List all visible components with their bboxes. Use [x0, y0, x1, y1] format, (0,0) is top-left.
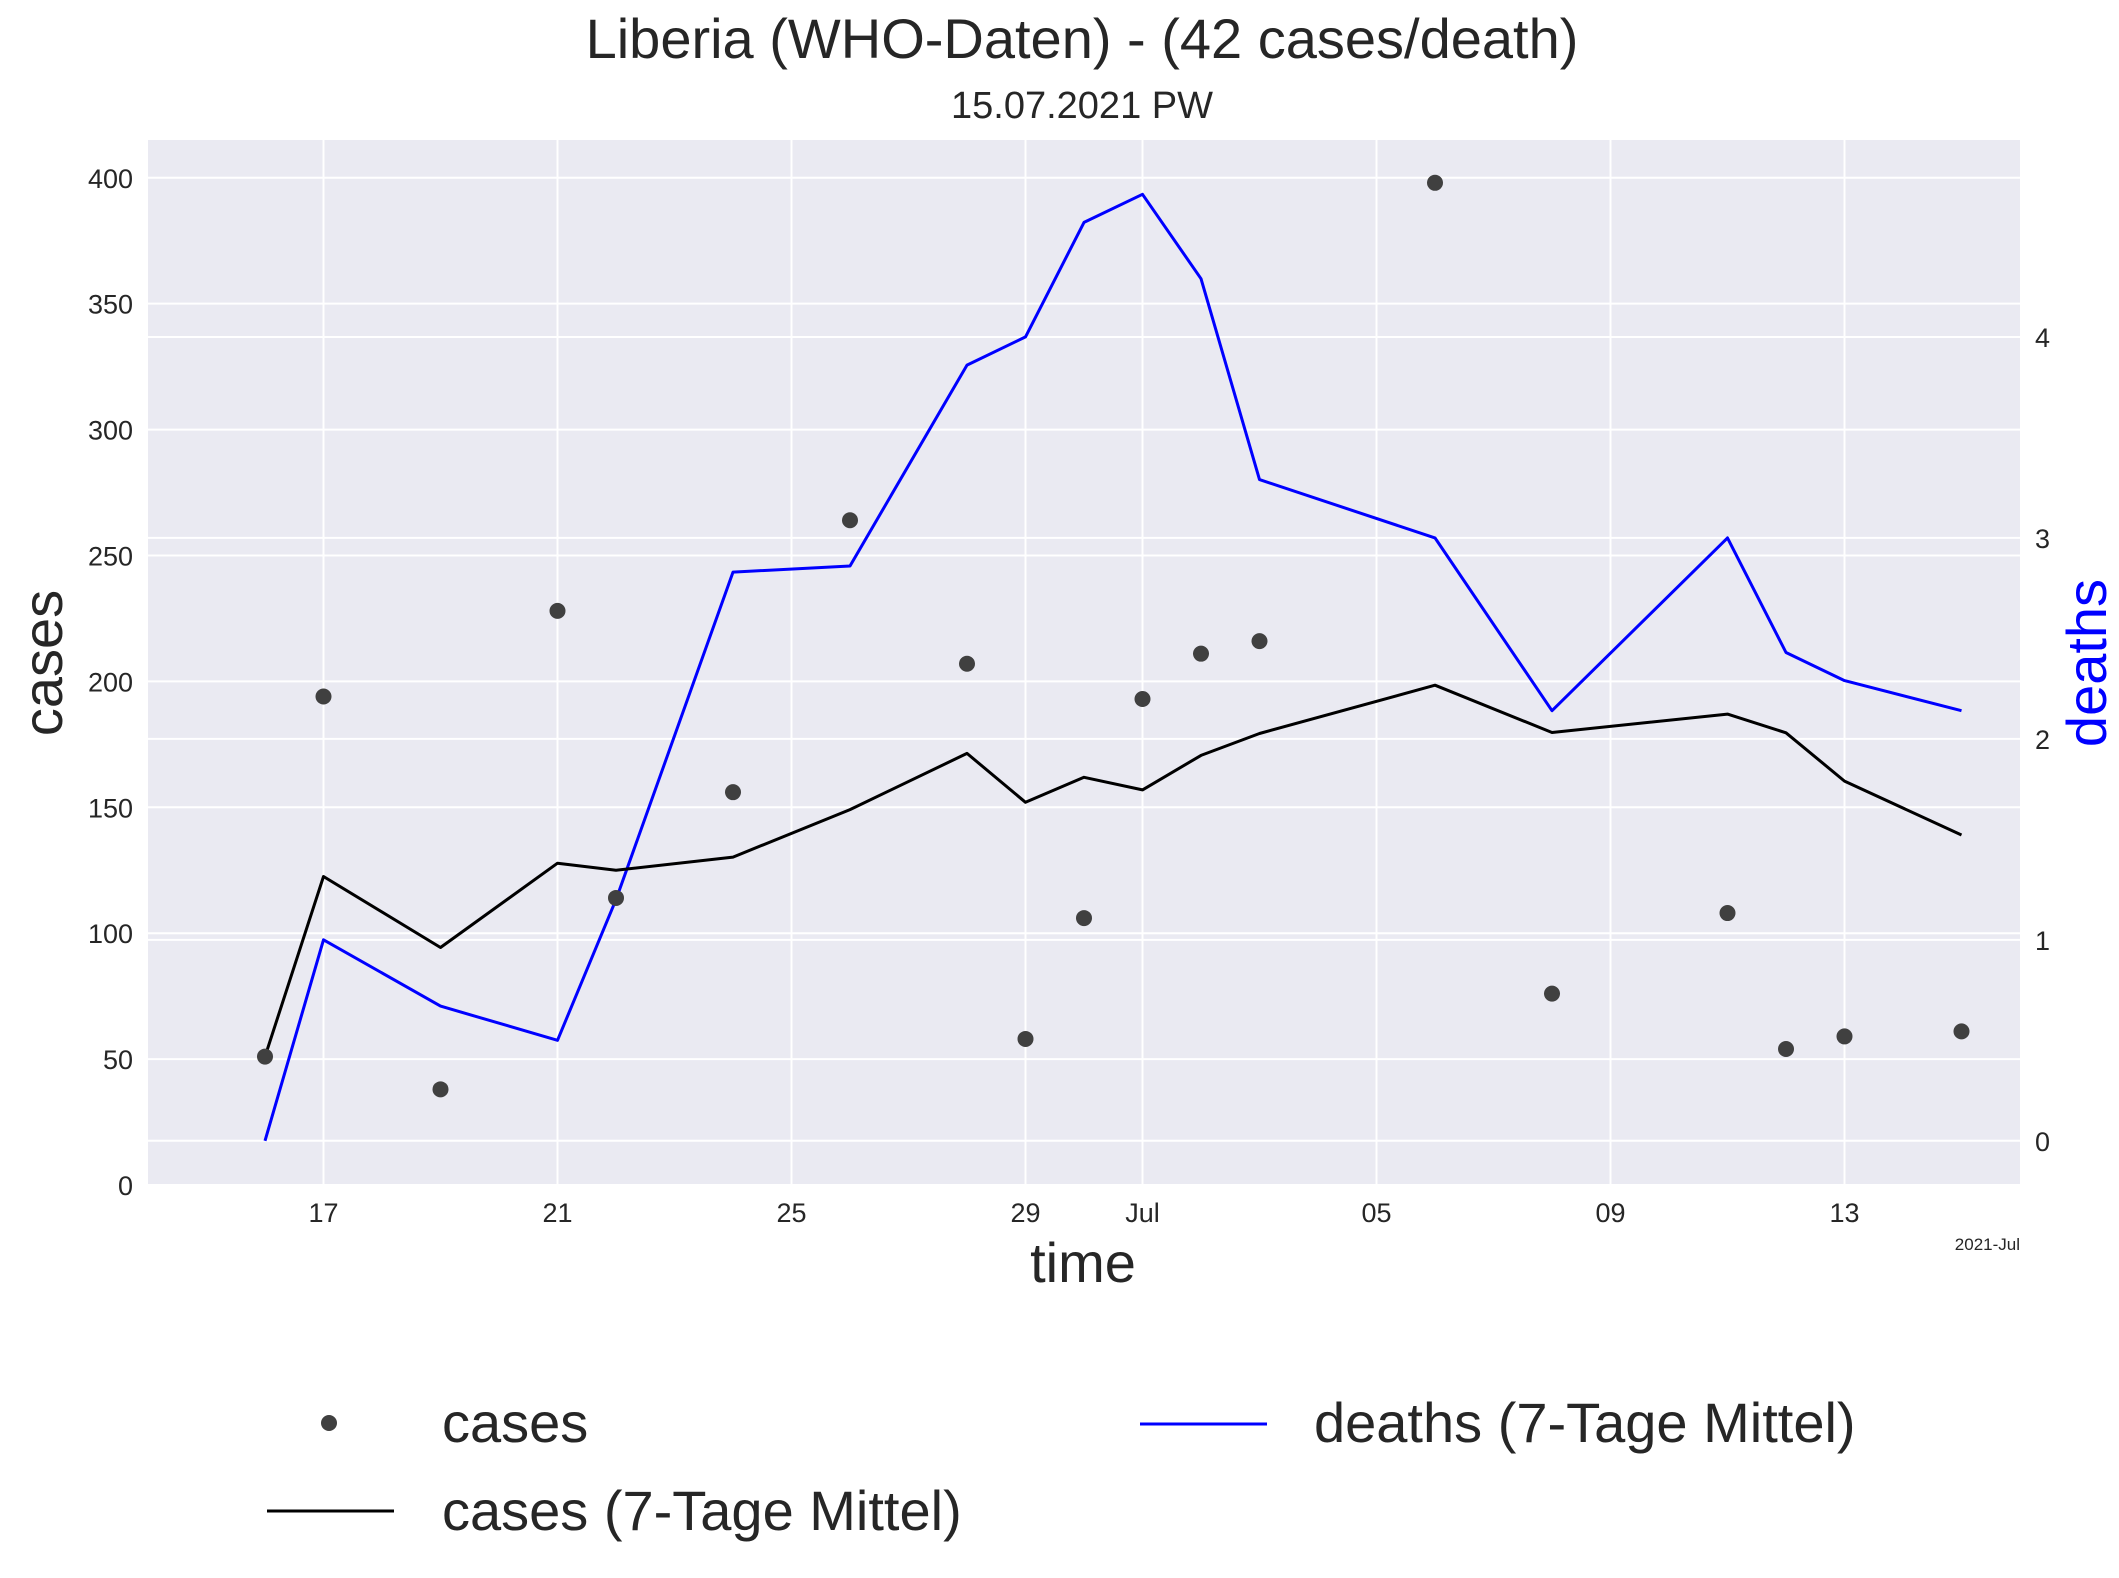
x-tick-label: 29 — [1010, 1198, 1040, 1228]
axis-ticks: 17 21 25 29 Jul 05 09 1305010015020025030035040… — [88, 164, 2050, 1228]
cases-point — [549, 602, 566, 619]
x-axis-label: time — [1030, 1231, 1136, 1294]
y2-tick-label: 1 — [2035, 926, 2050, 956]
x-tick-label: 25 — [776, 1198, 806, 1228]
y-tick-label: 300 — [88, 416, 133, 446]
y2-tick-label: 0 — [2035, 1127, 2050, 1157]
x-tick-label: 21 — [542, 1198, 572, 1228]
series — [257, 174, 1970, 1142]
cases-point — [1193, 645, 1209, 662]
x-tick-label: Jul — [1125, 1198, 1160, 1228]
chart-subtitle: 15.07.2021 PW — [951, 85, 1213, 127]
cases-point — [959, 655, 975, 672]
y-tick-label: 200 — [88, 667, 133, 697]
y2-tick-label: 4 — [2035, 323, 2050, 353]
cases-point — [1251, 633, 1268, 650]
y2-axis-label: deaths — [2055, 579, 2118, 747]
y-tick-label: 150 — [88, 793, 133, 823]
deaths-avg-line — [263, 192, 1962, 1142]
cases-point — [315, 688, 332, 705]
y-tick-label: 350 — [88, 290, 133, 320]
cases-point — [608, 889, 624, 906]
x-offset-label: 2021-Jul — [1955, 1235, 2020, 1254]
x-tick-label: 09 — [1595, 1198, 1625, 1228]
y-tick-label: 100 — [88, 919, 133, 949]
cases-point — [1778, 1041, 1794, 1058]
x-tick-label: 17 — [308, 1198, 338, 1228]
cases-point — [1836, 1028, 1853, 1045]
cases-point — [432, 1081, 449, 1098]
plot-area — [148, 140, 2020, 1185]
cases-point — [1427, 174, 1443, 191]
legend-deaths-avg-label: deaths (7-Tage Mittel) — [1314, 1391, 1856, 1454]
cases-point — [1134, 691, 1151, 708]
cases-point — [1544, 985, 1560, 1002]
y2-tick-label: 3 — [2035, 524, 2050, 554]
y-axis-label: cases — [11, 590, 74, 736]
cases-point — [1076, 910, 1092, 927]
y-tick-label: 50 — [103, 1045, 133, 1075]
y2-tick-label: 2 — [2035, 725, 2050, 755]
cases-point — [1719, 905, 1736, 922]
legend-cases-avg-label: cases (7-Tage Mittel) — [442, 1479, 962, 1542]
y-tick-label: 250 — [88, 541, 133, 571]
y-tick-label: 400 — [88, 164, 133, 194]
y-tick-label: 0 — [118, 1171, 133, 1201]
legend-cases-label: cases — [442, 1391, 588, 1454]
cases-point — [1953, 1023, 1970, 1040]
cases-point — [1017, 1030, 1034, 1047]
x-tick-label: 05 — [1361, 1198, 1391, 1228]
cases-point — [842, 512, 858, 529]
x-tick-label: 13 — [1829, 1198, 1859, 1228]
chart-title: Liberia (WHO-Daten) - (42 cases/death) — [586, 7, 1579, 70]
cases-avg-line — [263, 683, 1963, 1058]
legend: cases cases (7-Tage Mittel) deaths (7-Ta… — [267, 1391, 1856, 1542]
cases-point — [725, 784, 741, 801]
cases-point — [257, 1048, 273, 1065]
legend-cases-marker — [321, 1415, 337, 1431]
